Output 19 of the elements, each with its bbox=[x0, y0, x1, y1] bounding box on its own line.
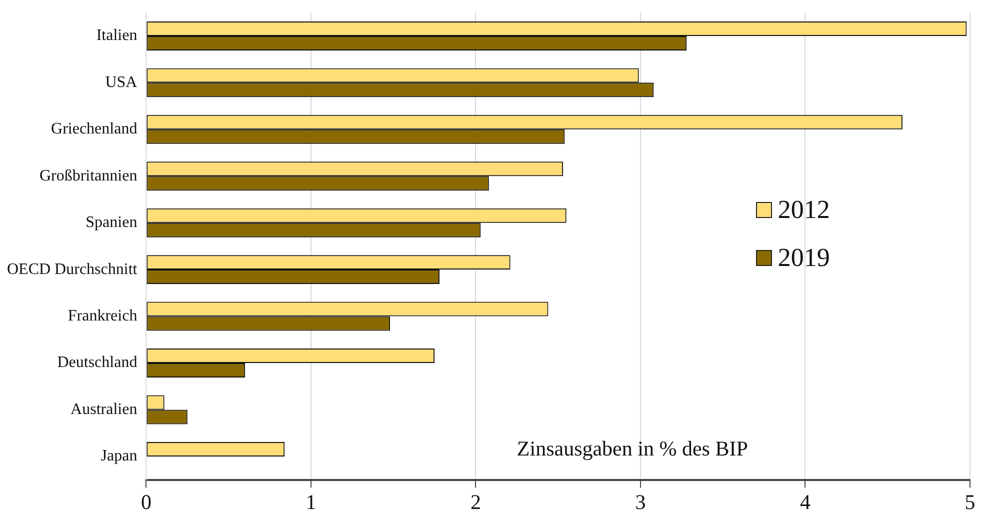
y-tick-label: Großbritannien bbox=[39, 167, 138, 184]
legend-label: 2019 bbox=[778, 242, 830, 273]
x-tick-label: 1 bbox=[306, 490, 316, 514]
y-tick-label: Japan bbox=[100, 448, 138, 465]
y-tick-label: Griechenland bbox=[51, 120, 138, 138]
x-tick-label: 5 bbox=[964, 490, 976, 514]
y-tick-label: Frankreich bbox=[68, 307, 138, 324]
y-tick-label: Deutschland bbox=[57, 354, 138, 372]
legend-label: 2012 bbox=[778, 194, 830, 225]
y-tick-label: USA bbox=[105, 74, 138, 91]
x-tick-label: 4 bbox=[800, 490, 811, 514]
y-tick-label: Spanien bbox=[86, 214, 138, 232]
y-tick-label: OECD Durchschnitt bbox=[7, 260, 138, 278]
annotation: Zinsausgaben in % des BIP bbox=[516, 436, 748, 460]
x-tick-label: 2 bbox=[470, 490, 481, 514]
x-tick-label: 0 bbox=[140, 490, 152, 514]
x-tick-label: 3 bbox=[635, 490, 646, 514]
y-tick-label: Italien bbox=[96, 27, 138, 44]
y-tick-label: Australien bbox=[70, 400, 138, 418]
